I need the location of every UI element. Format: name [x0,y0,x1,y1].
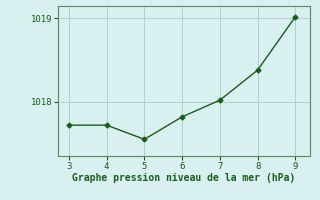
X-axis label: Graphe pression niveau de la mer (hPa): Graphe pression niveau de la mer (hPa) [72,173,296,183]
